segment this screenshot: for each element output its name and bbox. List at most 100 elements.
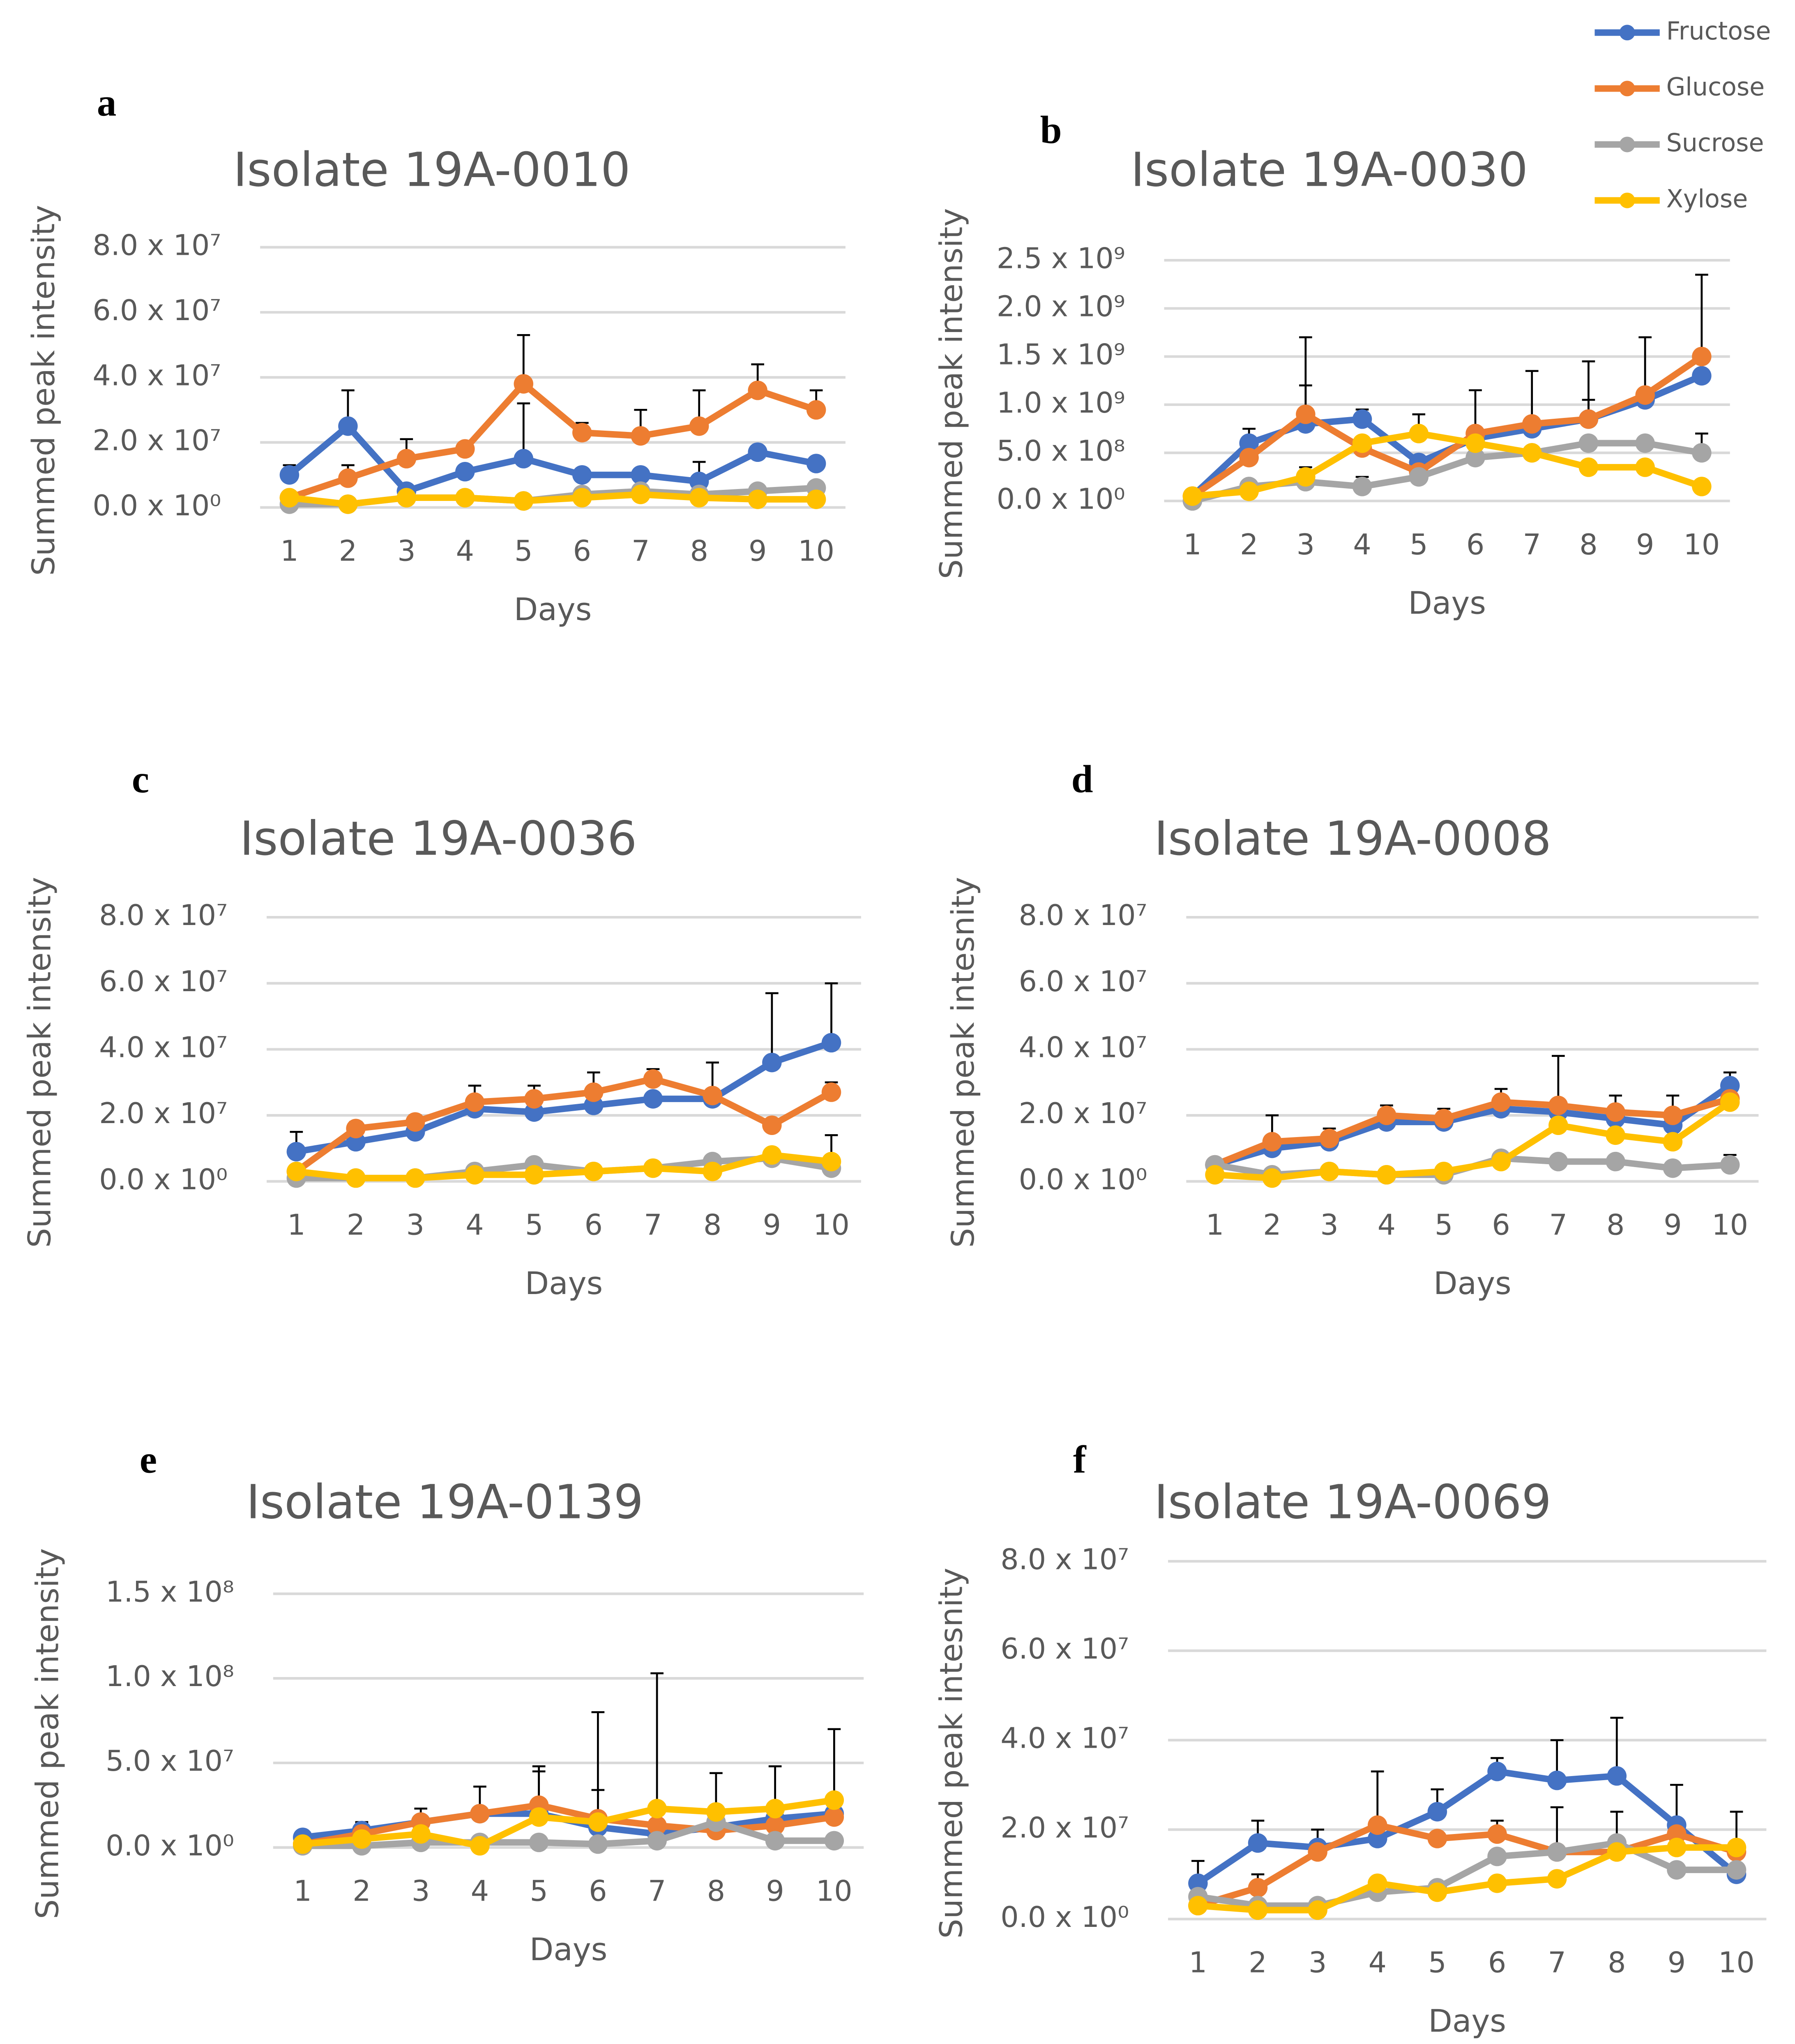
data-point xyxy=(588,1812,608,1832)
data-point xyxy=(1692,443,1712,463)
series-line xyxy=(296,1039,833,1155)
data-point xyxy=(293,1834,313,1854)
x-tick-label: 9 xyxy=(763,1209,781,1242)
data-point xyxy=(529,1832,549,1853)
series-line xyxy=(1214,1083,1732,1168)
x-tick-label: 6 xyxy=(1466,528,1484,561)
y-tick-label: 2.0 x 10⁷ xyxy=(1019,1097,1148,1130)
data-point xyxy=(748,442,767,462)
x-tick-label: 10 xyxy=(1684,528,1720,561)
y-tick-label: 0.0 x 10⁰ xyxy=(99,1163,228,1196)
data-point xyxy=(1248,1900,1268,1920)
data-point xyxy=(1367,1815,1387,1835)
data-point xyxy=(1692,366,1712,386)
data-point xyxy=(1547,1842,1567,1862)
chart-panel: a Isolate 19A-0010 0.0 x 10⁰ 2.0 x 10⁷ 4.0 x… xyxy=(25,81,846,628)
data-point xyxy=(1667,1824,1687,1844)
data-point xyxy=(465,1092,485,1112)
y-tick-label: 2.0 x 10⁷ xyxy=(99,1097,228,1130)
data-point xyxy=(1182,486,1203,506)
data-point xyxy=(824,1790,844,1810)
data-point xyxy=(1296,467,1316,487)
data-point xyxy=(643,1158,663,1178)
data-point xyxy=(1548,1096,1568,1115)
data-point xyxy=(1578,433,1599,453)
data-point xyxy=(1692,477,1712,496)
data-point xyxy=(762,1115,782,1135)
chart-panel: f Isolate 19A-0069 0.0 x 10⁰ 2.0 x 10⁷ 4.0 x… xyxy=(933,1438,1767,2039)
data-point xyxy=(572,423,592,443)
chart-panel: d Isolate 19A-0008 0.0 x 10⁰ 2.0 x 10⁷ 4.0 x… xyxy=(945,757,1759,1301)
x-tick-label: 7 xyxy=(1548,1946,1566,1979)
data-point xyxy=(1663,1158,1683,1178)
x-tick-label: 6 xyxy=(1488,1946,1506,1979)
x-tick-label: 10 xyxy=(1718,1946,1755,1979)
data-point xyxy=(1367,1873,1387,1893)
data-point xyxy=(1547,1770,1567,1790)
data-point xyxy=(514,374,534,394)
y-axis-title: Summed peak intesnity xyxy=(945,877,981,1248)
x-tick-label: 8 xyxy=(1606,1209,1624,1242)
data-point xyxy=(1352,477,1372,496)
legend: Fructose Glucose Sucrose Xylose xyxy=(1595,17,1771,213)
data-point xyxy=(1367,1829,1387,1848)
data-point xyxy=(352,1829,372,1849)
y-tick-label: 2.0 x 10⁷ xyxy=(92,424,221,457)
series-line xyxy=(288,381,818,501)
data-point xyxy=(470,1836,490,1856)
data-point xyxy=(821,1151,841,1172)
legend-marker xyxy=(1619,136,1635,152)
data-point xyxy=(1487,1873,1507,1893)
data-point xyxy=(1239,481,1259,501)
y-tick-label: 8.0 x 10⁷ xyxy=(1000,1543,1129,1576)
data-point xyxy=(1239,448,1259,468)
chart-title: Isolate 19A-0069 xyxy=(1154,1474,1551,1529)
data-point xyxy=(748,381,767,400)
x-tick-label: 10 xyxy=(1712,1209,1748,1242)
x-tick-label: 7 xyxy=(1523,528,1541,561)
y-tick-label: 0.0 x 10⁰ xyxy=(92,489,221,522)
data-point xyxy=(1491,1092,1511,1112)
data-point xyxy=(1409,467,1429,487)
x-tick-label: 7 xyxy=(648,1875,666,1908)
chart-title: Isolate 19A-0008 xyxy=(1154,811,1551,866)
y-tick-label: 1.5 x 10⁹ xyxy=(997,338,1125,371)
legend-marker xyxy=(1619,25,1635,41)
data-point xyxy=(1427,1829,1447,1848)
data-point xyxy=(286,1142,306,1162)
x-tick-label: 3 xyxy=(397,535,415,568)
data-point xyxy=(765,1799,785,1818)
data-point xyxy=(703,1086,722,1105)
error-bar xyxy=(765,992,779,1063)
x-tick-label: 3 xyxy=(1320,1209,1338,1242)
x-tick-label: 5 xyxy=(1410,528,1428,561)
data-point xyxy=(1434,1161,1454,1181)
data-point xyxy=(346,1119,366,1139)
series-line xyxy=(1197,1822,1737,1909)
data-point xyxy=(588,1834,608,1854)
data-point xyxy=(1548,1115,1568,1135)
x-tick-label: 2 xyxy=(1240,528,1258,561)
x-tick-label: 1 xyxy=(294,1875,312,1908)
y-tick-label: 6.0 x 10⁷ xyxy=(99,965,228,998)
x-tick-label: 3 xyxy=(412,1875,430,1908)
series-line xyxy=(1190,354,1704,499)
x-tick-label: 5 xyxy=(525,1209,543,1242)
data-point xyxy=(689,488,709,508)
data-point xyxy=(1205,1165,1225,1185)
y-tick-label: 6.0 x 10⁷ xyxy=(1019,965,1148,998)
series-line xyxy=(1198,1844,1737,1914)
data-point xyxy=(647,1799,667,1818)
legend-label: Fructose xyxy=(1666,17,1771,46)
x-tick-label: 6 xyxy=(589,1875,607,1908)
data-point xyxy=(806,400,826,420)
y-tick-label: 0.0 x 10⁰ xyxy=(1019,1163,1148,1196)
y-tick-label: 8.0 x 10⁷ xyxy=(99,899,228,932)
data-point xyxy=(1188,1896,1208,1916)
data-point xyxy=(1578,409,1599,429)
data-point xyxy=(1352,409,1372,429)
data-point xyxy=(1465,448,1485,468)
data-point xyxy=(572,465,592,485)
data-point xyxy=(1720,1092,1740,1112)
